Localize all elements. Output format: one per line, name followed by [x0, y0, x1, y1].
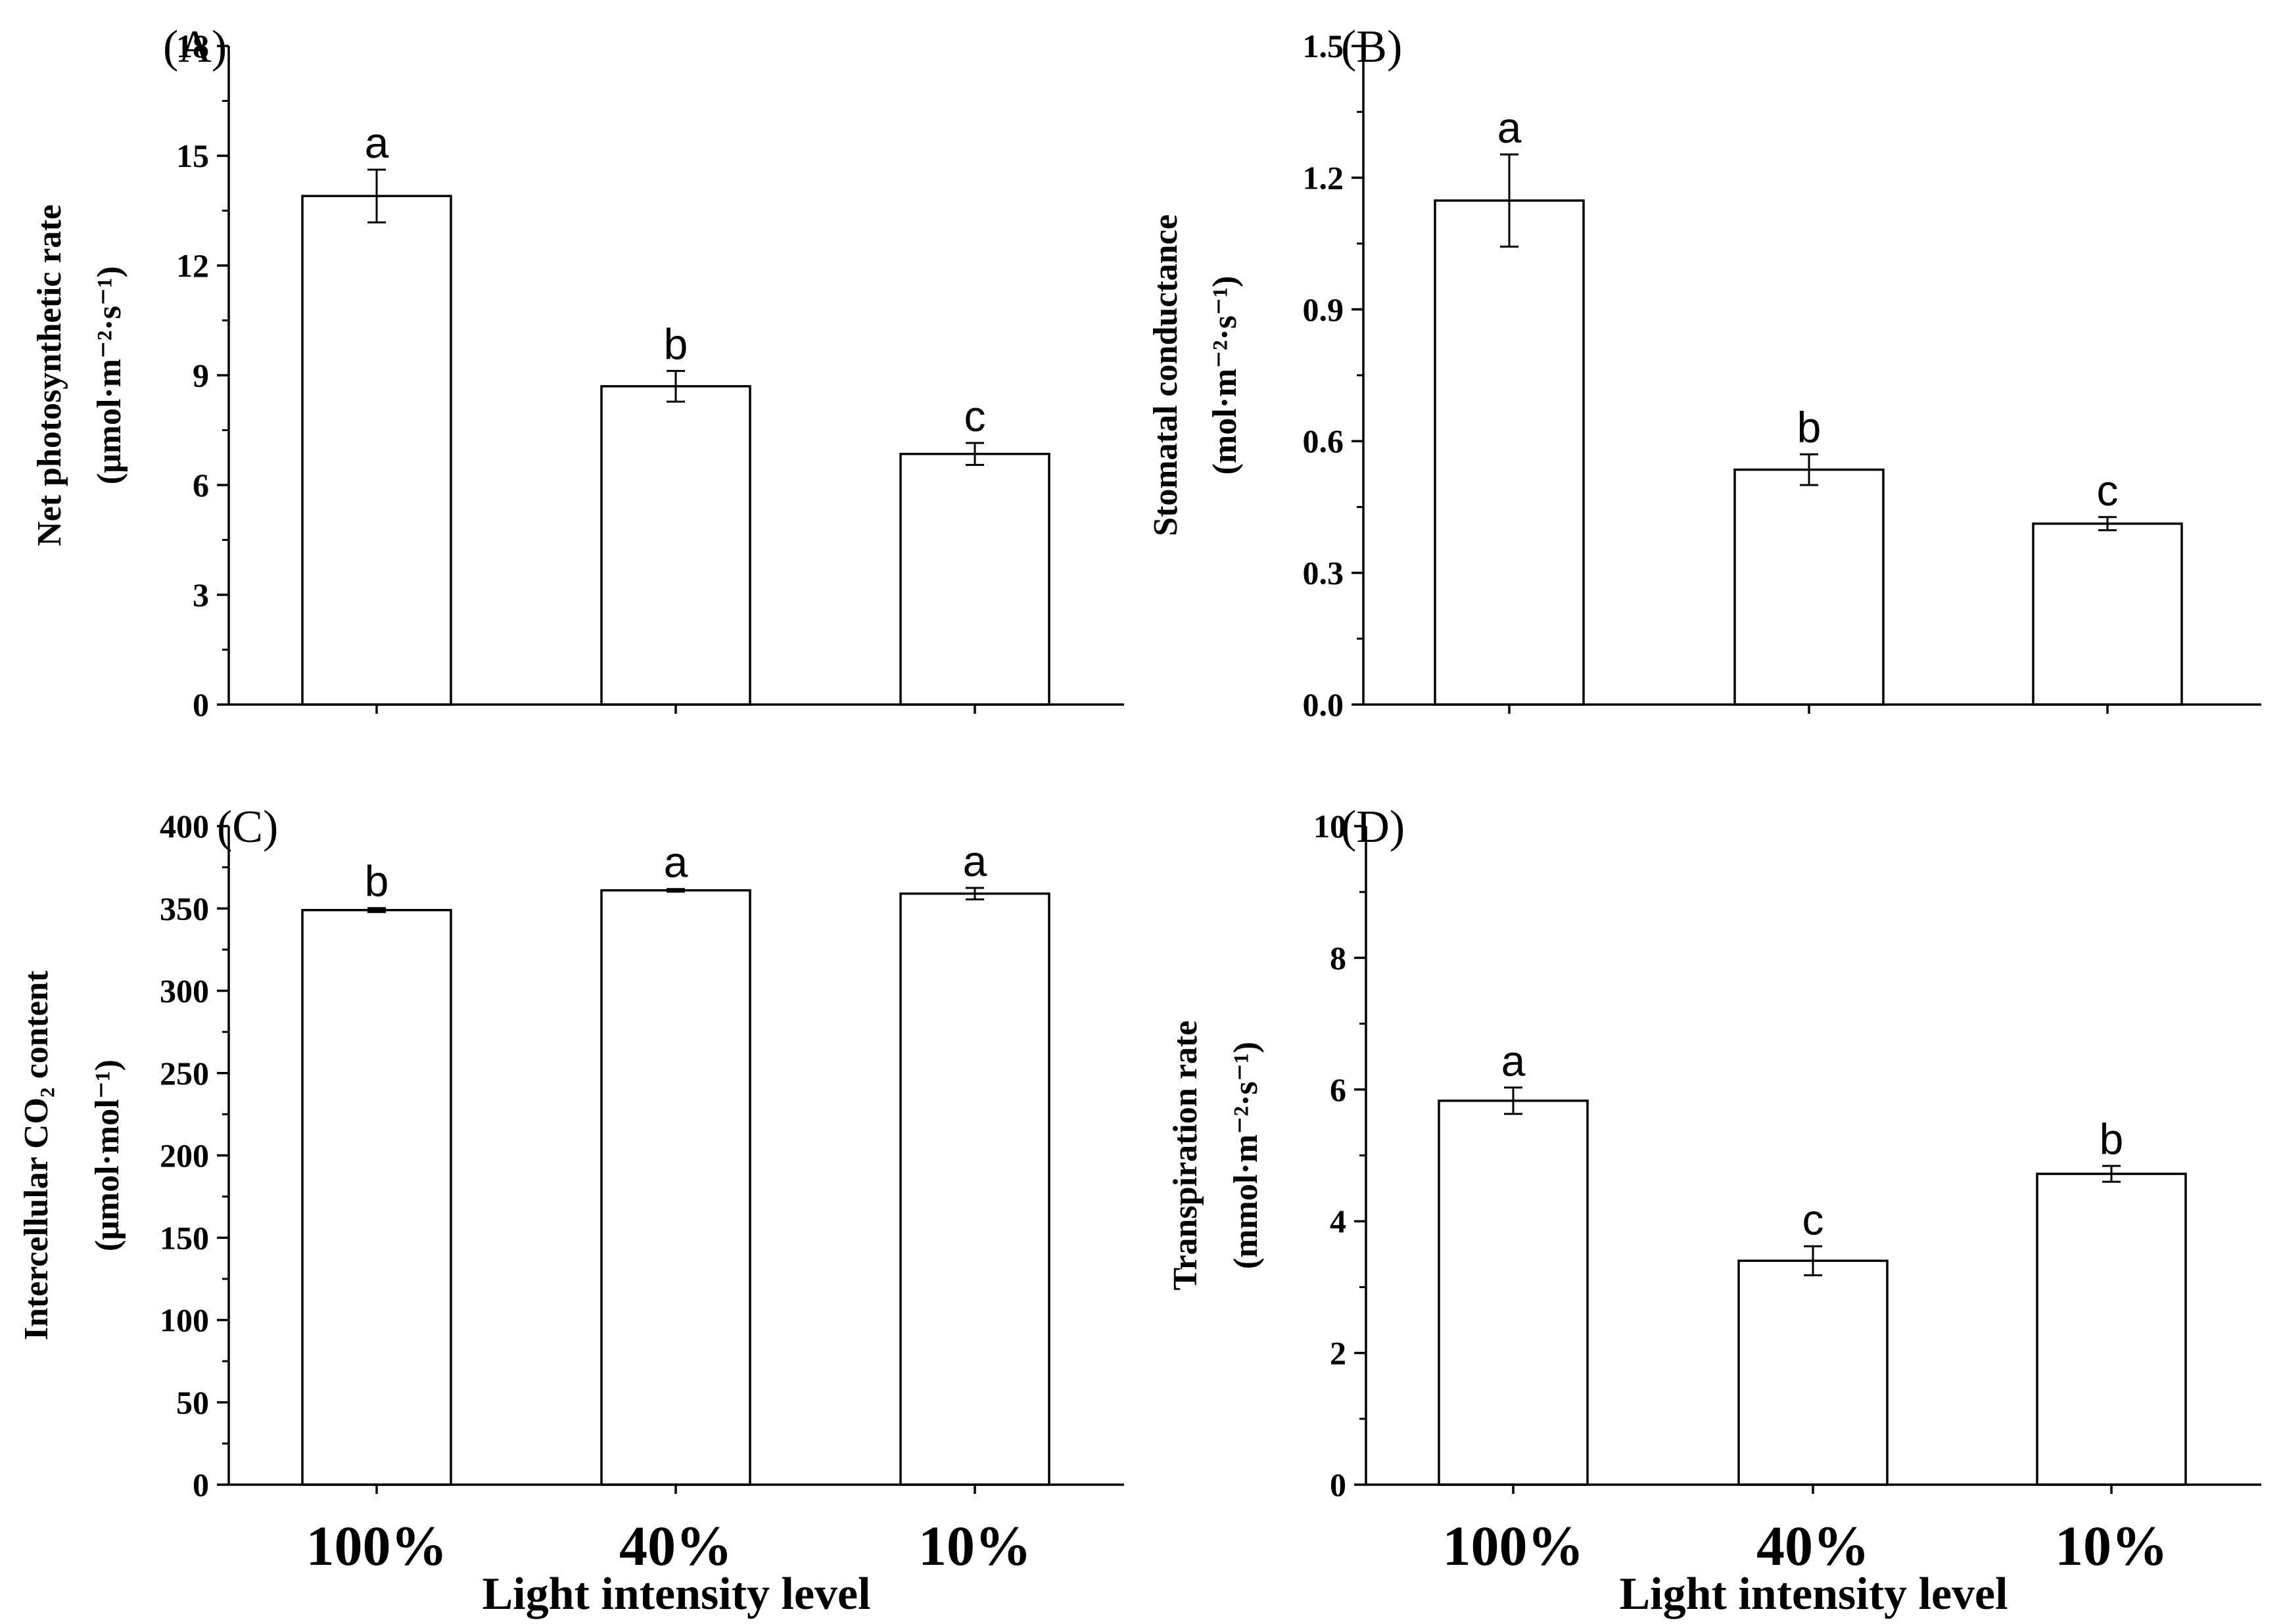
error-bar: [966, 442, 984, 466]
error-bar: [2098, 516, 2117, 532]
y-tick-label: 18: [176, 28, 209, 64]
y-tick-label: 15: [176, 137, 209, 174]
error-bar: [367, 907, 386, 914]
x-tick-label: 10%: [2055, 1514, 2168, 1577]
y-tick-label: 12: [176, 247, 209, 284]
y-tick-label: 0: [1330, 1466, 1346, 1503]
y-tick-label: 2: [1330, 1335, 1346, 1372]
panel-b: a b c 0.0 0.3 0.6 0.9 1.2 1.5(B) Stomatal conduct…: [1147, 22, 2261, 723]
y-axis-units: (mol·m⁻²·s⁻¹): [1206, 276, 1244, 475]
y-tick-label: 6: [1330, 1071, 1346, 1108]
x-axis-title: Light intensity level: [1619, 1569, 2008, 1619]
error-bar: [1800, 453, 1818, 486]
y-axis-units: (μmol·mol⁻¹): [89, 1059, 126, 1251]
panel-d: a 100% c 40% b 10% 0 2 4 6 8 10(D) Transpiration rat…: [1167, 802, 2261, 1619]
significance-letter: c: [1802, 1195, 1824, 1243]
error-bar: [1500, 153, 1518, 248]
y-tick-label: 250: [160, 1055, 209, 1092]
bar-10pct: [2032, 522, 2183, 706]
significance-letter: b: [365, 857, 389, 906]
y-tick-label: 0.3: [1303, 555, 1344, 592]
y-tick-label: 9: [193, 357, 209, 394]
panel-label: (B): [1341, 22, 1402, 72]
error-bar: [367, 168, 386, 223]
y-tick-label: 1.2: [1303, 159, 1344, 196]
significance-letter: a: [365, 118, 389, 167]
error-bar: [1504, 1086, 1522, 1115]
y-tick-label: 100: [160, 1302, 209, 1339]
bar-10pct: [899, 452, 1050, 706]
y-tick-label: 150: [160, 1219, 209, 1256]
significance-letter: a: [963, 837, 987, 885]
y-tick-label: 50: [176, 1384, 209, 1421]
y-tick-label: 8: [1330, 939, 1346, 976]
x-tick-label: 100%: [306, 1514, 448, 1577]
y-tick-label: 400: [160, 808, 209, 845]
error-bar: [2102, 1165, 2121, 1183]
y-tick-label: 4: [1330, 1203, 1346, 1240]
panel-c: b 100% a 40% a 10% 0 50 100 150 200 250 300 350 400 (C)…: [18, 802, 1124, 1619]
y-axis-title: Intercellular CO₂ content: [18, 970, 55, 1340]
significance-letter: b: [2100, 1115, 2124, 1163]
x-tick-label: 40%: [619, 1514, 732, 1577]
panel-label: (C): [217, 802, 278, 852]
y-tick-label: 1.5: [1303, 28, 1344, 64]
bar-100pct: [1434, 199, 1585, 706]
y-tick-label: 10: [1313, 808, 1346, 845]
y-axis-title: Net photosynthetic rate: [31, 204, 68, 546]
y-tick-label: 300: [160, 973, 209, 1009]
y-tick-label: 200: [160, 1137, 209, 1174]
y-tick-label: 3: [193, 576, 209, 613]
y-axis-title: Stomatal conductance: [1147, 214, 1185, 536]
x-tick-label: 10%: [918, 1514, 1031, 1577]
panel-label: (D): [1341, 802, 1405, 852]
y-tick-label: 0.9: [1303, 291, 1344, 328]
significance-letter: c: [2097, 466, 2119, 515]
bar-100pct: [301, 195, 452, 706]
bar-10pct: [899, 892, 1050, 1486]
y-tick-label: 0.0: [1303, 686, 1344, 723]
bar-40pct: [600, 889, 751, 1486]
significance-letter: b: [1797, 403, 1822, 452]
panel-label: (A): [163, 22, 227, 72]
bar-100pct: [301, 909, 452, 1486]
y-tick-label: 0: [193, 686, 209, 723]
error-bar: [667, 888, 685, 893]
x-axis-title: Light intensity level: [482, 1569, 870, 1619]
significance-letter: c: [964, 392, 986, 440]
bar-40pct: [600, 384, 751, 706]
bar-40pct: [1733, 468, 1885, 706]
y-axis-title: Transpiration rate: [1167, 1021, 1204, 1291]
error-bar: [966, 887, 984, 900]
x-tick-label: 100%: [1443, 1514, 1584, 1577]
error-bar: [667, 369, 685, 403]
y-axis-units: (mmol·m⁻²·s⁻¹): [1227, 1042, 1265, 1269]
bar-100pct: [1438, 1100, 1589, 1486]
significance-letter: b: [664, 319, 688, 368]
y-tick-label: 350: [160, 890, 209, 927]
y-axis-units: (μmol·m⁻²·s⁻¹): [91, 266, 128, 484]
y-tick-label: 0: [193, 1466, 209, 1503]
significance-letter: a: [1497, 103, 1522, 152]
significance-letter: a: [1501, 1036, 1526, 1085]
y-tick-label: 0.6: [1303, 423, 1344, 459]
y-tick-label: 6: [193, 467, 209, 503]
bar-10pct: [2036, 1172, 2187, 1486]
bar-40pct: [1737, 1259, 1889, 1486]
panel-a: a b c 0 3 6 9 12 15 18(A) Net photosynthetic rate (…: [31, 22, 1124, 723]
x-tick-label: 40%: [1756, 1514, 1869, 1577]
error-bar: [1804, 1245, 1822, 1276]
significance-letter: a: [664, 838, 688, 887]
